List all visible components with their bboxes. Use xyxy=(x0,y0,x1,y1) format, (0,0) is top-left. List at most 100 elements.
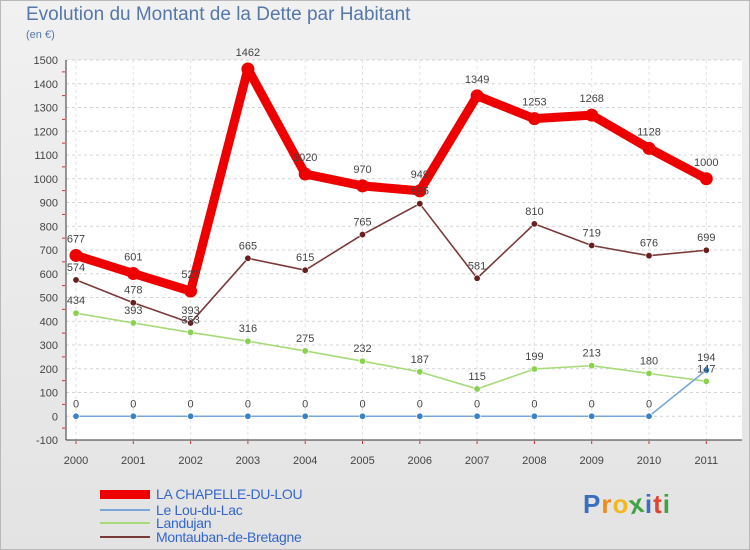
data-point xyxy=(588,362,596,370)
legend-item-la-chapelle-du-lou: LA CHAPELLE-DU-LOU xyxy=(100,486,303,502)
data-point xyxy=(187,328,195,336)
x-tick-label: 2008 xyxy=(522,455,546,467)
data-label: 232 xyxy=(353,343,371,355)
data-label: 601 xyxy=(124,252,142,264)
data-label: 434 xyxy=(67,295,85,307)
data-label: 478 xyxy=(124,285,142,297)
y-tick-label: 1200 xyxy=(34,126,58,138)
data-point xyxy=(358,412,366,420)
data-point xyxy=(645,252,653,260)
data-point xyxy=(126,267,140,281)
data-point xyxy=(301,347,309,355)
x-tick-label: 2004 xyxy=(293,455,317,467)
data-point xyxy=(585,108,599,122)
data-label: 665 xyxy=(239,240,257,252)
data-point xyxy=(129,319,137,327)
data-label: 194 xyxy=(697,352,715,364)
data-point xyxy=(702,366,710,374)
legend-swatch xyxy=(100,509,150,511)
data-point xyxy=(588,241,596,249)
data-label: 0 xyxy=(302,398,308,410)
data-point xyxy=(301,412,309,420)
data-point xyxy=(416,368,424,376)
data-label: 0 xyxy=(359,398,365,410)
y-tick-label: 1100 xyxy=(34,150,58,162)
data-label: 0 xyxy=(646,398,652,410)
data-point xyxy=(699,172,713,186)
data-label: 677 xyxy=(67,233,85,245)
x-tick-label: 2007 xyxy=(465,455,489,467)
y-tick-label: 200 xyxy=(40,364,58,376)
data-label: 316 xyxy=(239,323,257,335)
data-label: 147 xyxy=(697,363,715,375)
y-tick-label: 1300 xyxy=(34,103,58,115)
y-tick-label: -100 xyxy=(36,435,58,447)
data-label: 574 xyxy=(67,262,85,274)
y-tick-label: 800 xyxy=(40,221,58,233)
data-label: 0 xyxy=(130,398,136,410)
y-tick-label: 0 xyxy=(52,411,58,423)
data-label: 1462 xyxy=(236,47,260,59)
y-tick-label: 1400 xyxy=(34,79,58,91)
legend-label: Montauban-de-Bretagne xyxy=(156,529,302,545)
logo-letter: i xyxy=(662,489,671,519)
data-label: 615 xyxy=(296,252,314,264)
data-label: 527 xyxy=(181,269,199,281)
legend-label: LA CHAPELLE-DU-LOU xyxy=(156,486,303,502)
y-tick-label: 1500 xyxy=(34,55,58,67)
y-tick-label: 300 xyxy=(40,340,58,352)
data-label: 1349 xyxy=(465,74,489,86)
data-label: 353 xyxy=(181,314,199,326)
data-point xyxy=(298,167,312,181)
series-line xyxy=(71,64,711,296)
data-point xyxy=(645,412,653,420)
x-tick-label: 2010 xyxy=(637,455,661,467)
data-point xyxy=(241,62,255,76)
data-label: 180 xyxy=(640,356,658,368)
data-label: 1268 xyxy=(579,93,603,105)
data-label: 0 xyxy=(188,398,194,410)
y-tick-label: 600 xyxy=(40,269,58,281)
data-point xyxy=(588,412,596,420)
x-tick-label: 2009 xyxy=(579,455,603,467)
proxiti-logo: Proxiti xyxy=(583,488,671,521)
y-tick-label: 1000 xyxy=(34,174,58,186)
data-label: 1000 xyxy=(694,157,718,169)
data-point xyxy=(187,412,195,420)
data-label: 699 xyxy=(697,232,715,244)
data-point xyxy=(244,412,252,420)
logo-letter: P xyxy=(583,489,602,519)
legend-label: Le Lou-du-Lac xyxy=(156,502,243,518)
data-label: 0 xyxy=(531,398,537,410)
unit-label: (en €) xyxy=(26,29,55,41)
data-point xyxy=(356,179,369,193)
data-point xyxy=(129,299,137,307)
data-point xyxy=(129,412,137,420)
y-tick-label: 100 xyxy=(40,388,58,400)
legend-item-landujan: Landujan xyxy=(100,515,212,531)
y-tick-label: 500 xyxy=(40,293,58,305)
data-label: 275 xyxy=(296,333,314,345)
data-point xyxy=(187,319,195,327)
data-label: 115 xyxy=(468,371,486,383)
data-label: 810 xyxy=(525,206,543,218)
data-label: 213 xyxy=(583,348,601,360)
data-label: 0 xyxy=(73,398,79,410)
x-tick-label: 2011 xyxy=(694,455,718,467)
legend-swatch xyxy=(100,522,150,524)
legend-swatch xyxy=(100,489,150,499)
data-point xyxy=(473,412,481,420)
data-label: 581 xyxy=(468,260,486,272)
data-point xyxy=(645,369,653,377)
data-label: 970 xyxy=(353,164,371,176)
data-point xyxy=(301,266,309,274)
data-point xyxy=(473,274,481,282)
data-label: 393 xyxy=(181,305,199,317)
data-label: 1253 xyxy=(522,97,546,109)
y-tick-label: 700 xyxy=(40,245,58,257)
data-label: 393 xyxy=(124,305,142,317)
data-label: 187 xyxy=(411,354,429,366)
data-label: 0 xyxy=(589,398,595,410)
data-label: 676 xyxy=(640,238,658,250)
